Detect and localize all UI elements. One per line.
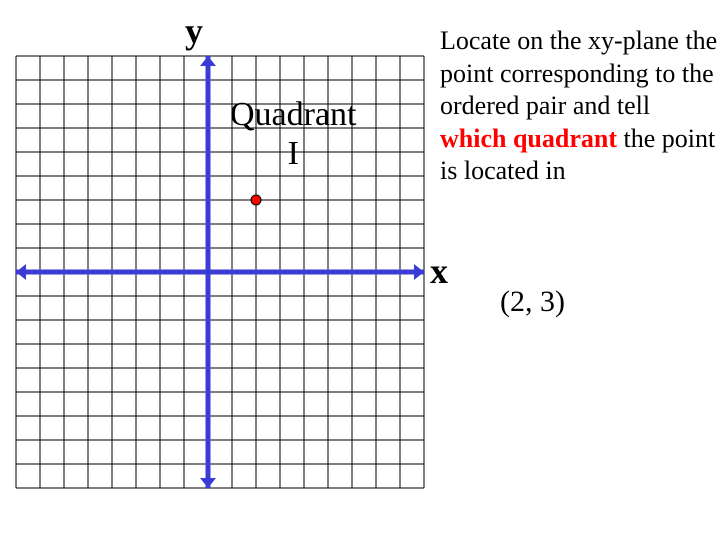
y-axis-label: y <box>185 10 203 52</box>
quadrant-text-1: Quadrant <box>230 95 357 134</box>
instruction-text: Locate on the xy-plane the point corresp… <box>440 25 720 188</box>
instruction-emphasis: which quadrant <box>440 124 617 153</box>
quadrant-text-2: I <box>230 134 357 173</box>
quadrant-label: Quadrant I <box>230 95 357 173</box>
graph-svg <box>15 55 425 489</box>
instruction-part1: Locate on the xy-plane the point corresp… <box>440 26 717 120</box>
coordinate-pair: (2, 3) <box>500 285 565 319</box>
coordinate-graph <box>15 55 425 494</box>
x-axis-label: x <box>430 250 448 292</box>
